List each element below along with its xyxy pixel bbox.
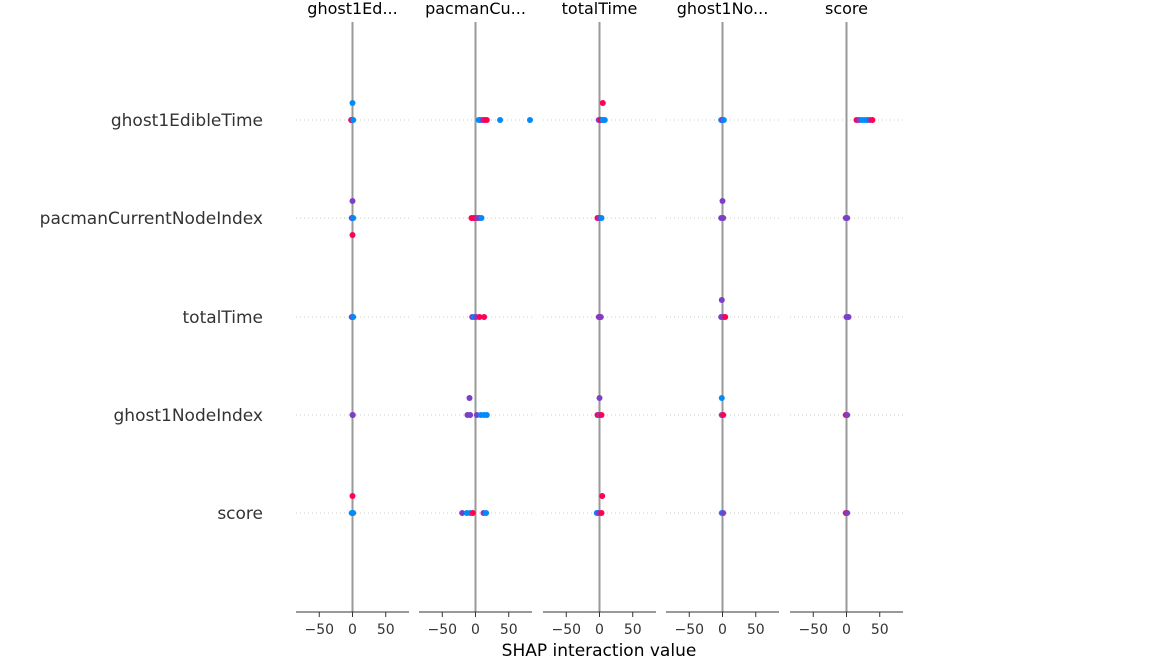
data-point [599,100,606,106]
panel-title-1: pacmanCu... [425,0,526,18]
data-point [844,215,851,221]
data-point [483,117,490,123]
feature-label-3: ghost1NodeIndex [114,406,263,426]
data-point [349,100,356,106]
data-point [720,117,727,123]
data-point [599,493,606,499]
data-point [481,314,488,320]
feature-label-2: totalTime [183,308,263,328]
x-tick-label: 50 [871,622,889,638]
panel-4: score −50 0 50 [790,0,903,638]
feature-labels: ghost1EdibleTime pacmanCurrentNodeIndex to… [40,111,263,524]
x-tick-label: 0 [348,622,357,638]
data-point [720,412,727,418]
data-point [483,510,490,516]
x-tick-label: 50 [624,622,642,638]
data-point [350,314,357,320]
data-point [845,314,852,320]
x-tick-label: −50 [798,622,828,638]
x-tick-label: −50 [304,622,334,638]
x-tick-label: 0 [842,622,851,638]
data-point [718,395,725,401]
data-point [597,314,604,320]
x-tick-label: −50 [551,622,581,638]
data-point [349,412,356,418]
data-point [349,232,356,238]
panel-1: pacmanCu... −50 0 50 [419,0,533,638]
panel-title-0: ghost1Ed... [307,0,397,18]
data-point [483,412,490,418]
data-point [844,412,851,418]
data-point [476,314,483,320]
x-tick-label: 50 [747,622,765,638]
data-point [350,215,357,221]
data-point [459,510,466,516]
panel-2: totalTime −50 0 50 [543,0,656,638]
data-point [527,117,533,123]
x-tick-label: 0 [471,622,480,638]
data-point [596,395,603,401]
panel-title-3: ghost1No... [677,0,769,18]
data-point [350,510,357,516]
data-point [466,395,473,401]
panel-title-2: totalTime [562,0,638,18]
data-point [844,510,851,516]
panel-0: ghost1Ed... −50 0 50 [296,0,409,638]
data-point [469,510,476,516]
x-tick-label: 50 [377,622,395,638]
x-axis-title: SHAP interaction value [502,641,697,660]
data-point [598,412,605,418]
x-tick-label: 50 [500,622,518,638]
data-point [467,412,474,418]
data-point [497,117,504,123]
x-tick-label: −50 [674,622,704,638]
data-point [722,314,729,320]
panel-3: ghost1No... −50 0 50 [666,0,779,638]
data-point [601,117,608,123]
data-point [598,510,605,516]
feature-label-1: pacmanCurrentNodeIndex [40,209,263,229]
data-point [350,117,357,123]
data-point [478,215,485,221]
x-tick-label: −50 [427,622,457,638]
panel-title-4: score [825,0,868,18]
data-point [869,117,876,123]
x-tick-label: 0 [718,622,727,638]
x-tick-label: 0 [595,622,604,638]
data-point [718,297,725,303]
data-point [598,215,605,221]
data-point [719,198,726,204]
data-point [720,510,727,516]
feature-label-0: ghost1EdibleTime [111,111,263,131]
data-point [349,493,356,499]
data-point [349,198,356,204]
data-point [720,215,727,221]
feature-label-4: score [217,504,263,524]
